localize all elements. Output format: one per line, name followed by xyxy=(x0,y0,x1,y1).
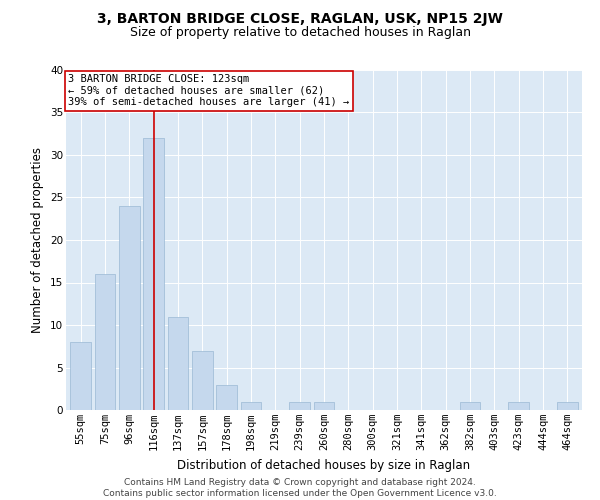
Y-axis label: Number of detached properties: Number of detached properties xyxy=(31,147,44,333)
Bar xyxy=(241,402,262,410)
Bar xyxy=(314,402,334,410)
Bar xyxy=(508,402,529,410)
Bar xyxy=(95,274,115,410)
Text: 3, BARTON BRIDGE CLOSE, RAGLAN, USK, NP15 2JW: 3, BARTON BRIDGE CLOSE, RAGLAN, USK, NP1… xyxy=(97,12,503,26)
Bar xyxy=(289,402,310,410)
Bar xyxy=(192,350,212,410)
Bar xyxy=(460,402,481,410)
Text: Contains HM Land Registry data © Crown copyright and database right 2024.
Contai: Contains HM Land Registry data © Crown c… xyxy=(103,478,497,498)
X-axis label: Distribution of detached houses by size in Raglan: Distribution of detached houses by size … xyxy=(178,458,470,471)
Bar xyxy=(216,384,237,410)
Text: 3 BARTON BRIDGE CLOSE: 123sqm
← 59% of detached houses are smaller (62)
39% of s: 3 BARTON BRIDGE CLOSE: 123sqm ← 59% of d… xyxy=(68,74,350,108)
Bar xyxy=(143,138,164,410)
Text: Size of property relative to detached houses in Raglan: Size of property relative to detached ho… xyxy=(130,26,470,39)
Bar xyxy=(119,206,140,410)
Bar xyxy=(70,342,91,410)
Bar xyxy=(557,402,578,410)
Bar xyxy=(167,316,188,410)
